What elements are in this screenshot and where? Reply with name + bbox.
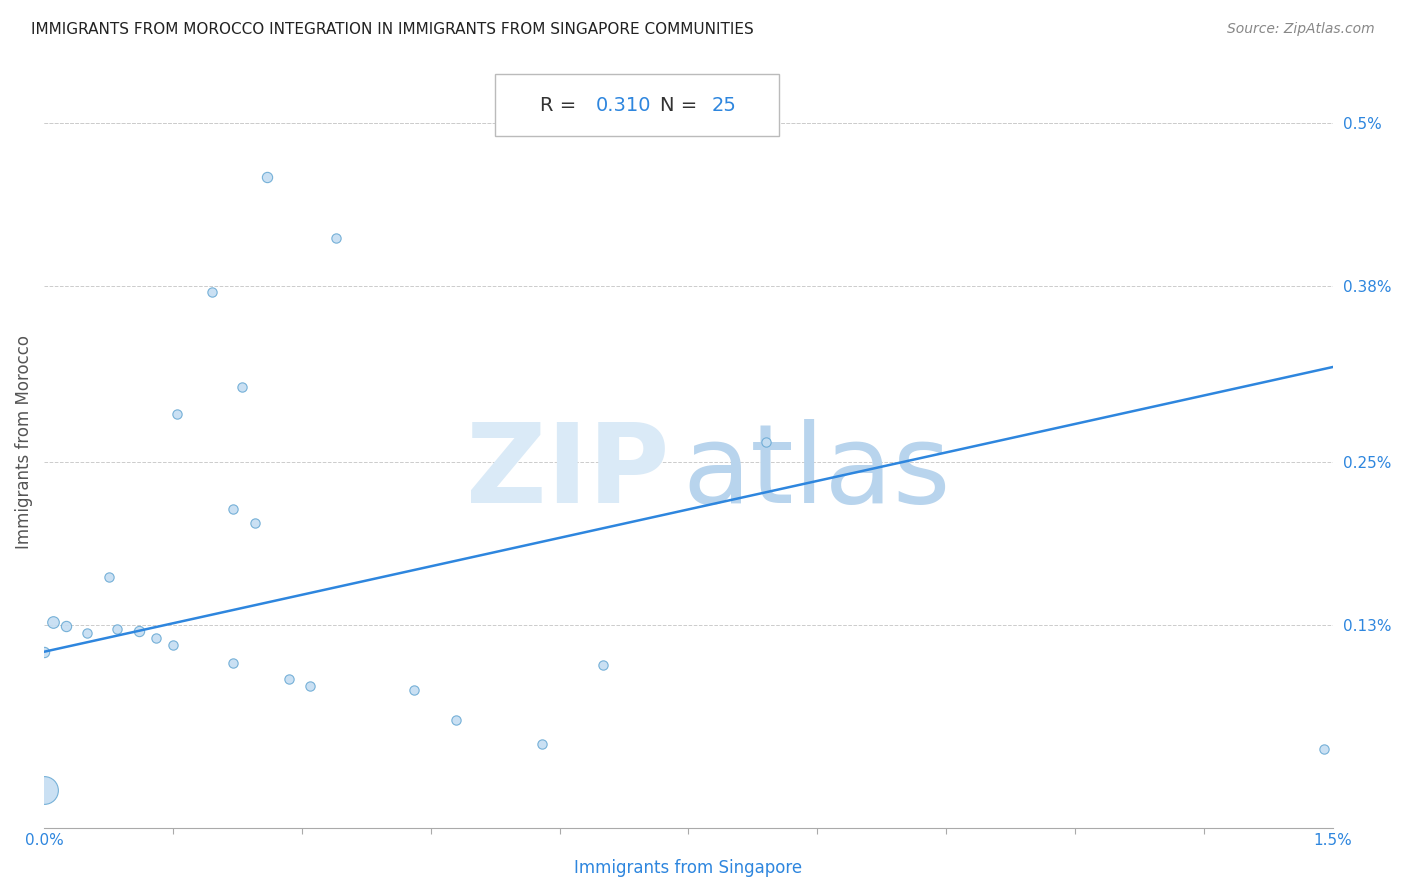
Point xyxy=(325,231,347,245)
Point xyxy=(166,408,188,422)
Point xyxy=(97,570,120,584)
Text: IMMIGRANTS FROM MOROCCO INTEGRATION IN IMMIGRANTS FROM SINGAPORE COMMUNITIES: IMMIGRANTS FROM MOROCCO INTEGRATION IN I… xyxy=(31,22,754,37)
Point xyxy=(41,615,63,629)
Text: Source: ZipAtlas.com: Source: ZipAtlas.com xyxy=(1227,22,1375,37)
Text: 0.310: 0.310 xyxy=(596,95,651,115)
Point xyxy=(201,285,224,300)
Point xyxy=(256,170,278,185)
Text: ZIP: ZIP xyxy=(465,419,669,526)
Y-axis label: Immigrants from Morocco: Immigrants from Morocco xyxy=(15,334,32,549)
Point xyxy=(1313,742,1336,756)
Point xyxy=(145,631,167,645)
Point xyxy=(446,713,468,727)
Point xyxy=(402,682,425,697)
Point xyxy=(32,645,55,659)
Point xyxy=(105,622,128,636)
Point xyxy=(222,656,245,670)
Point xyxy=(243,516,266,530)
Point xyxy=(32,783,55,797)
Point xyxy=(231,380,253,394)
Text: 25: 25 xyxy=(711,95,737,115)
Point xyxy=(55,619,77,633)
Point xyxy=(592,658,614,673)
Point xyxy=(128,624,150,639)
Point xyxy=(76,625,98,640)
Point xyxy=(162,638,184,652)
Point xyxy=(222,502,245,516)
Point xyxy=(531,737,554,751)
Point xyxy=(755,434,778,449)
Text: atlas: atlas xyxy=(682,419,950,526)
X-axis label: Immigrants from Singapore: Immigrants from Singapore xyxy=(575,859,803,877)
Point xyxy=(278,672,301,686)
Point xyxy=(299,679,322,693)
FancyBboxPatch shape xyxy=(495,74,779,136)
Text: N =: N = xyxy=(659,95,703,115)
Text: R =: R = xyxy=(540,95,582,115)
